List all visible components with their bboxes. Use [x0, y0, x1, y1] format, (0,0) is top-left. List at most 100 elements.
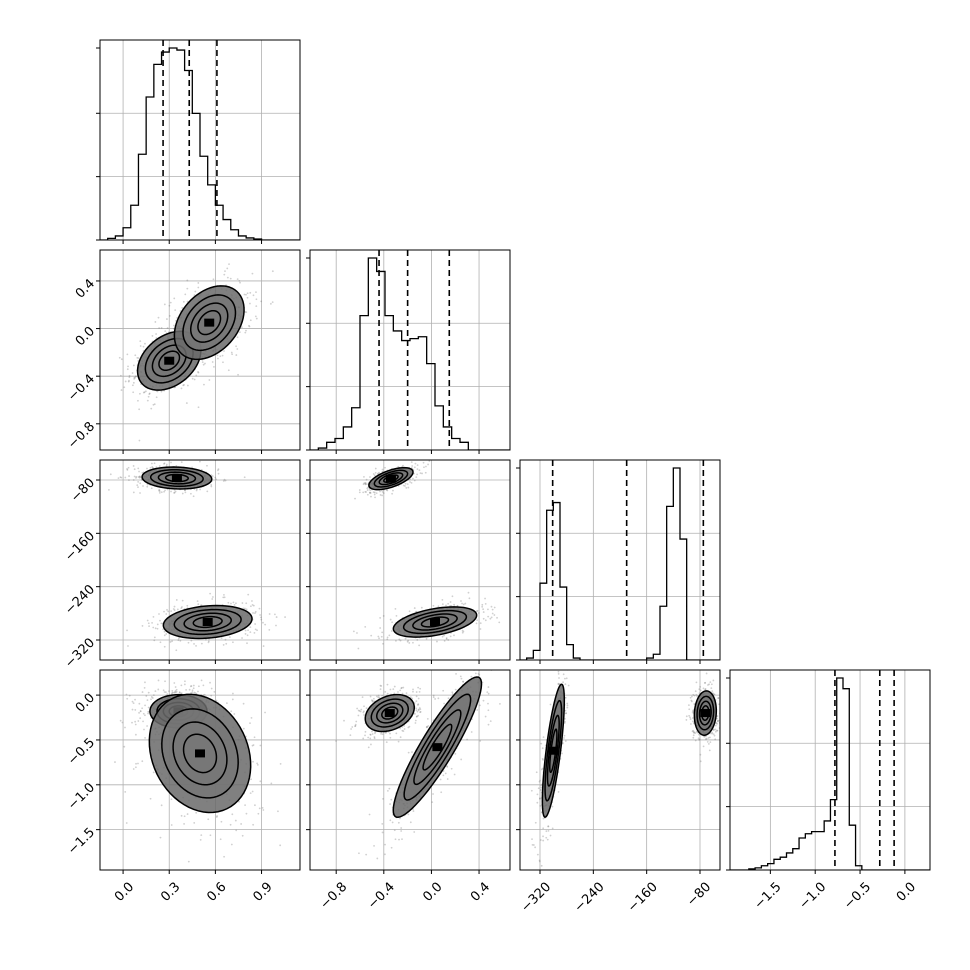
sample-point: [455, 672, 457, 675]
contour-line: [376, 702, 404, 724]
sample-point: [177, 637, 180, 640]
sample-point: [437, 605, 440, 608]
sample-point: [541, 747, 544, 750]
sample-point: [195, 644, 197, 647]
sample-point: [369, 737, 372, 740]
sample-point: [191, 466, 194, 469]
sample-point: [121, 721, 124, 724]
sample-point: [241, 834, 244, 837]
sample-point: [169, 301, 172, 304]
sample-point: [431, 801, 434, 804]
sample-point: [138, 475, 141, 478]
sample-point: [397, 740, 400, 743]
sample-point: [270, 782, 273, 785]
sample-point: [132, 391, 135, 394]
sample-point: [181, 606, 183, 608]
sample-point: [356, 707, 359, 710]
sample-point: [382, 615, 385, 617]
sample-point: [415, 707, 418, 710]
panel-frame: [99, 39, 301, 241]
sample-point: [133, 376, 136, 379]
sample-point: [252, 612, 254, 614]
sample-point: [279, 844, 282, 847]
sample-point: [120, 358, 123, 361]
sample-point: [443, 702, 446, 705]
sample-point: [369, 695, 372, 698]
contour-line: [364, 693, 416, 733]
sample-point: [487, 709, 490, 712]
sample-point: [379, 627, 382, 629]
sample-point: [370, 634, 373, 637]
sample-point: [244, 629, 247, 632]
sample-point: [408, 642, 411, 644]
sample-point: [183, 384, 185, 386]
sample-point: [227, 369, 230, 372]
sample-point: [247, 593, 250, 596]
sample-point: [246, 292, 249, 295]
sample-point: [370, 495, 372, 498]
sample-point: [173, 492, 176, 494]
panel-3-0: 0.0 0.3 0.6 0.9−1.5−1.0−0.50.0: [65, 669, 301, 905]
sample-point: [411, 697, 414, 700]
sample-point: [131, 384, 134, 387]
sample-point: [487, 615, 490, 618]
contour-line: [381, 706, 399, 720]
sample-point: [542, 827, 545, 830]
sample-point: [545, 836, 548, 839]
sample-point: [486, 691, 489, 694]
sample-point: [248, 325, 251, 328]
sample-point: [137, 762, 139, 765]
sample-point: [395, 639, 397, 642]
sample-point: [230, 602, 232, 605]
sample-point: [362, 737, 365, 740]
sample-point: [479, 628, 482, 630]
sample-point: [558, 677, 560, 679]
sample-point: [158, 491, 161, 494]
sample-point: [369, 733, 372, 736]
sample-point: [145, 695, 148, 697]
sample-point: [255, 291, 257, 294]
sample-point: [119, 476, 122, 479]
sample-point: [255, 298, 258, 301]
sample-point: [144, 681, 146, 684]
sample-point: [186, 279, 189, 282]
sample-point: [143, 391, 146, 394]
sample-point: [260, 300, 263, 303]
sample-point: [459, 675, 462, 678]
sample-point: [138, 711, 140, 714]
sample-point: [201, 361, 204, 364]
sample-point: [173, 682, 176, 684]
sample-point: [243, 476, 246, 479]
sample-point: [151, 697, 154, 699]
sample-point: [238, 331, 241, 333]
sample-point: [491, 608, 494, 611]
sample-point: [362, 483, 365, 486]
sample-point: [370, 743, 372, 746]
sample-point: [124, 380, 127, 383]
sample-point: [250, 716, 253, 719]
sample-point: [187, 860, 190, 863]
sample-point: [246, 642, 248, 645]
sample-point: [421, 472, 423, 475]
sample-point: [219, 355, 222, 358]
sample-point: [372, 473, 375, 475]
sample-point: [217, 357, 219, 360]
sample-point: [243, 293, 246, 296]
sample-point: [186, 384, 189, 387]
sample-point: [549, 834, 552, 837]
sample-point: [150, 462, 153, 465]
sample-point: [154, 690, 157, 693]
sample-point: [373, 737, 376, 740]
sample-point: [453, 634, 455, 637]
sample-point: [174, 690, 176, 693]
sample-point: [399, 689, 402, 692]
sample-point: [378, 471, 380, 474]
sample-point: [373, 493, 376, 496]
sample-point: [126, 697, 129, 700]
sample-point: [441, 635, 444, 638]
sample-point: [245, 812, 248, 815]
sample-point: [147, 395, 150, 398]
sample-point: [416, 464, 419, 467]
sample-point: [352, 630, 355, 633]
sample-point: [158, 465, 161, 467]
